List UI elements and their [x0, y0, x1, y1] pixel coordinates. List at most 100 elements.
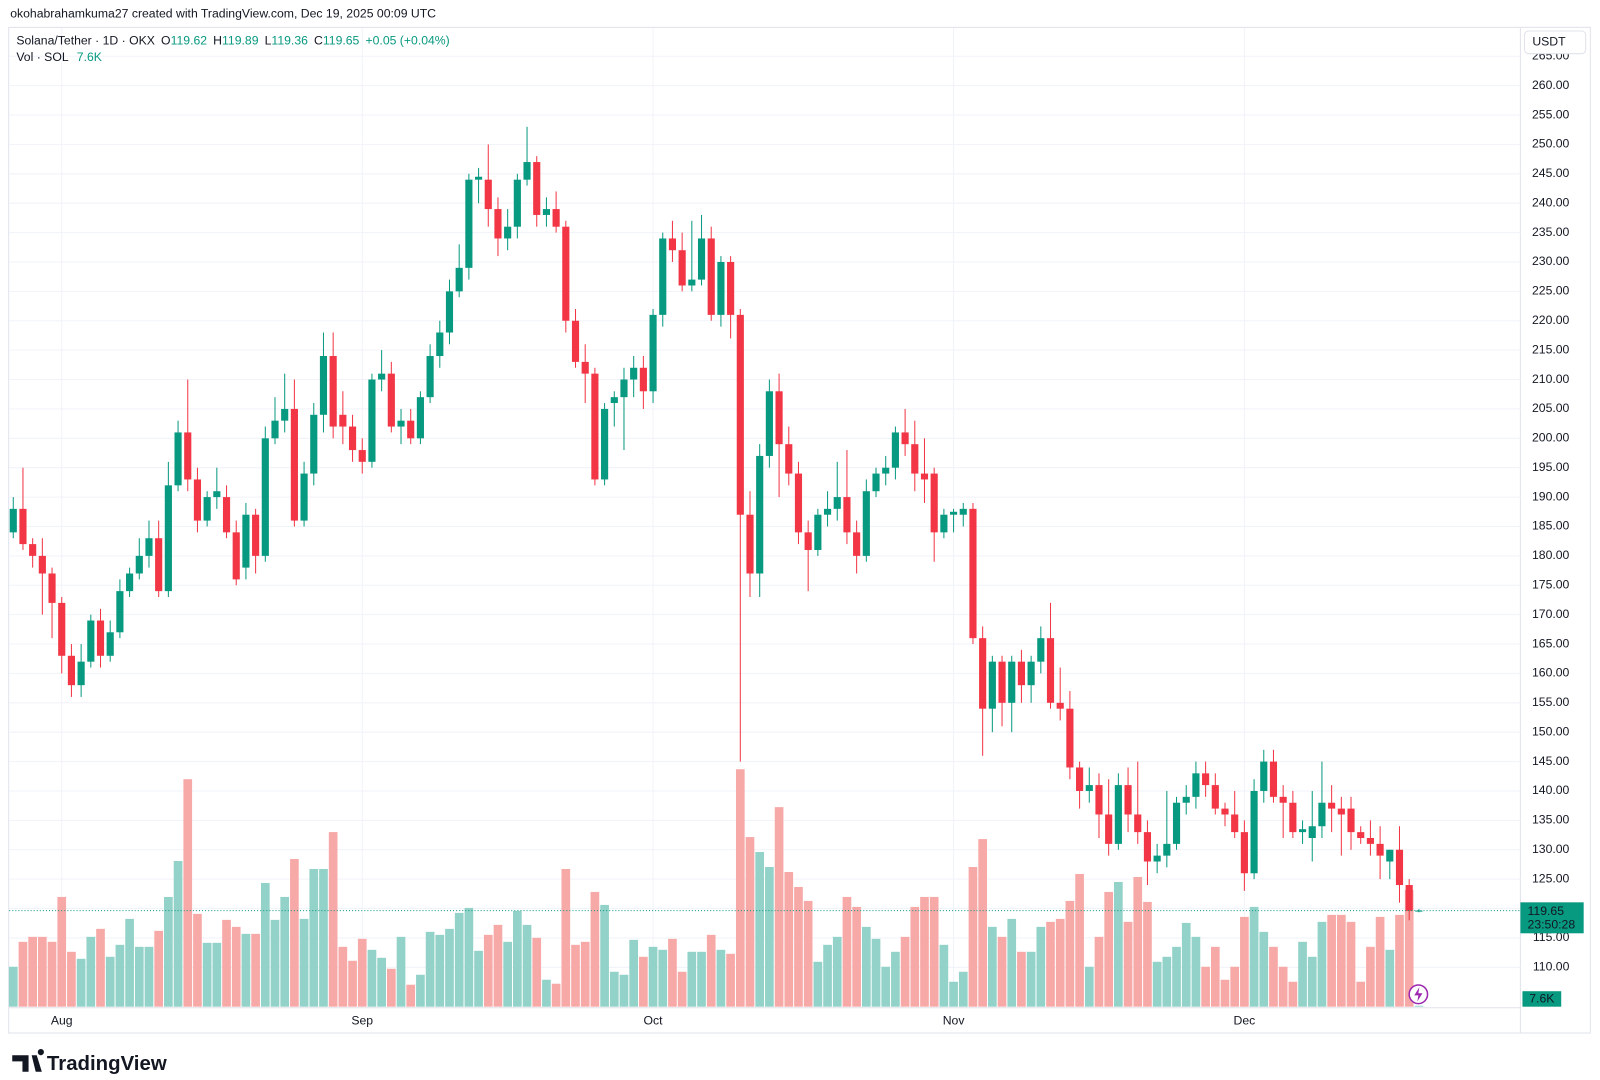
candle-body — [232, 532, 240, 580]
volume-bar — [1307, 956, 1317, 1007]
volume-bar — [193, 913, 202, 1007]
volume-bar — [1288, 981, 1298, 1007]
volume-bar — [619, 974, 629, 1007]
volume-bar — [454, 912, 464, 1007]
candle-body — [1308, 826, 1316, 838]
y-tick-label: 140.00 — [1532, 783, 1570, 797]
currency-button[interactable] — [1523, 30, 1587, 55]
candle-body — [591, 373, 599, 480]
volume-bar — [503, 941, 512, 1007]
candle-body — [853, 532, 861, 556]
volume-bar — [551, 983, 561, 1007]
candle-body — [96, 620, 105, 656]
volume-bar — [978, 839, 987, 1007]
candle-body — [620, 379, 628, 398]
volume-bar — [1346, 921, 1356, 1007]
volume-bar — [813, 961, 823, 1007]
y-tick-label: 245.00 — [1532, 166, 1570, 180]
volume-bar — [861, 926, 871, 1007]
volume-bar — [105, 956, 115, 1007]
candle-body — [67, 655, 75, 686]
y-tick-label: 165.00 — [1532, 636, 1570, 650]
volume-bar — [513, 910, 522, 1007]
volume-bar — [1414, 1005, 1424, 1007]
volume-bar — [464, 907, 474, 1007]
volume-bar — [377, 957, 386, 1007]
volume-bar — [1036, 926, 1046, 1007]
candle-body — [261, 438, 269, 556]
currency[interactable]: USDT — [1532, 35, 1566, 49]
candle-body — [1085, 785, 1093, 791]
volume-bar — [367, 949, 377, 1007]
candle-body — [688, 279, 696, 286]
candle-body — [1153, 855, 1161, 862]
y-tick-label: 185.00 — [1532, 519, 1570, 533]
candle-body — [397, 420, 405, 427]
candle-body — [348, 426, 357, 451]
volume-bar — [18, 941, 28, 1007]
candle-body — [407, 420, 415, 439]
candle-body — [174, 432, 182, 486]
volume-bar — [445, 928, 454, 1007]
volume-bar — [949, 981, 958, 1007]
volume-bar — [1046, 921, 1055, 1007]
candle-body — [882, 467, 890, 474]
ohlc-label: O — [161, 34, 171, 48]
candle-body — [998, 661, 1006, 703]
volume-bar — [929, 896, 939, 1007]
candle-body — [135, 555, 143, 574]
volume-bar — [260, 882, 270, 1007]
volume-bar — [115, 944, 125, 1007]
y-tick-label: 225.00 — [1532, 284, 1570, 298]
y-tick-label: 125.00 — [1532, 871, 1570, 885]
volume-bar — [1172, 946, 1181, 1007]
grid — [9, 27, 1521, 1007]
volume-bar — [852, 906, 861, 1007]
y-tick-label: 160.00 — [1532, 666, 1570, 680]
volume-bar — [1210, 946, 1220, 1007]
candle-body — [1017, 661, 1025, 686]
candle-body — [1376, 843, 1384, 856]
volume-bar — [532, 937, 542, 1007]
brand: TradingView — [47, 1052, 167, 1075]
candle-body — [358, 450, 366, 462]
volume-bar — [1336, 914, 1346, 1007]
candle-body — [77, 661, 85, 686]
candle-body — [891, 432, 899, 468]
volume-bar — [939, 944, 949, 1007]
y-tick-label: 150.00 — [1532, 724, 1570, 738]
volume-bar — [1298, 941, 1307, 1007]
candle-body — [1008, 661, 1016, 703]
volume-bar — [251, 933, 260, 1007]
volume-bar — [629, 939, 639, 1007]
candle-body — [213, 491, 221, 498]
open-value: 119.62 — [171, 34, 208, 48]
candle-body — [901, 432, 909, 445]
volume-bar — [173, 861, 183, 1007]
volume-bar — [755, 852, 765, 1007]
brand-logo — [12, 1049, 44, 1072]
candle-body — [387, 373, 395, 427]
candle-body — [1366, 837, 1374, 844]
candle-body — [1318, 802, 1326, 827]
candle-body — [455, 267, 463, 292]
candle-body — [843, 497, 851, 533]
volume-bar — [920, 896, 929, 1007]
y-tick-label: 180.00 — [1532, 548, 1570, 562]
volume-bar — [1007, 918, 1017, 1007]
volume-bar — [522, 924, 532, 1007]
candle-body — [1172, 802, 1181, 844]
volume-bar — [28, 936, 37, 1007]
volume-bar — [1191, 936, 1201, 1007]
volume-bar — [154, 930, 164, 1007]
volume-bar — [38, 936, 47, 1007]
candle-body — [639, 367, 647, 392]
lightning-icon — [1414, 987, 1423, 1002]
volume-bar — [348, 960, 357, 1007]
candle-body — [930, 473, 938, 533]
volume-bar — [1181, 922, 1191, 1007]
countdown: 23:50:28 — [1528, 917, 1576, 931]
volume-bar — [774, 807, 784, 1007]
high-value: 119.89 — [222, 34, 259, 48]
candle-body — [756, 455, 764, 574]
